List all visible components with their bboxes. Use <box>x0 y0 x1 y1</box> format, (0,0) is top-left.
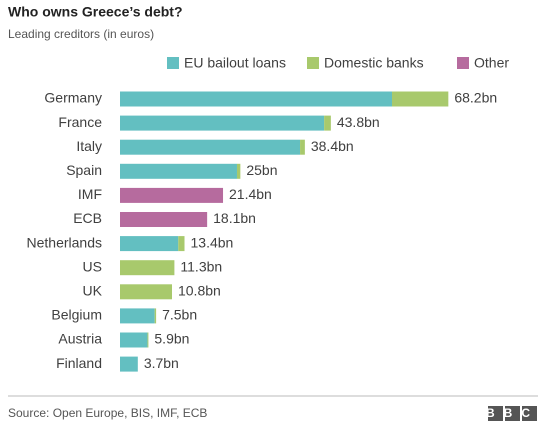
y-tick-label: US <box>83 258 102 274</box>
value-label: 5.9bn <box>154 331 189 347</box>
bar-segment <box>147 332 149 348</box>
bar-segment <box>120 308 155 324</box>
bar-segment <box>392 91 449 107</box>
bar-segment <box>120 260 175 276</box>
legend-swatch <box>307 57 319 69</box>
bar-segment <box>324 115 331 131</box>
y-tick-label: Finland <box>56 355 102 371</box>
bar-segment <box>120 187 224 203</box>
y-tick-label: Austria <box>58 331 102 347</box>
legend-swatch <box>167 57 179 69</box>
value-label: 25bn <box>246 162 277 178</box>
logo-block <box>505 406 520 421</box>
bar-segment <box>120 356 138 372</box>
bar-segment <box>120 115 325 131</box>
bar-segment <box>120 236 179 252</box>
y-tick-label: Belgium <box>51 307 102 323</box>
y-tick-label: UK <box>83 283 103 299</box>
logo-text: BBC <box>486 406 539 420</box>
bar-segment <box>120 284 172 300</box>
value-label: 10.8bn <box>178 283 221 299</box>
value-label: 68.2bn <box>454 90 497 106</box>
value-label: 38.4bn <box>311 138 354 154</box>
value-label: 43.8bn <box>337 114 380 130</box>
value-label: 3.7bn <box>144 355 179 371</box>
value-label: 21.4bn <box>229 186 272 202</box>
bar-segment <box>154 308 157 324</box>
bar-segment <box>120 139 301 155</box>
bar-segment <box>120 212 208 227</box>
legend-label: Other <box>474 55 509 71</box>
y-tick-label: Germany <box>44 90 102 106</box>
legend-label: EU bailout loans <box>184 55 286 71</box>
bar-segment <box>120 163 237 179</box>
value-label: 18.1bn <box>213 210 256 226</box>
y-tick-label: Spain <box>66 162 102 178</box>
chart-subtitle: Leading creditors (in euros) <box>8 27 154 41</box>
chart-title: Who owns Greece’s debt? <box>8 4 183 20</box>
y-tick-label: Italy <box>76 138 102 154</box>
bar-segment <box>178 236 185 252</box>
y-tick-label: Netherlands <box>27 234 103 250</box>
bar-segment <box>300 139 305 155</box>
source: Source: Open Europe, BIS, IMF, ECB <box>8 406 207 420</box>
legend-label: Domestic banks <box>324 55 424 71</box>
y-tick-label: France <box>58 114 102 130</box>
value-label: 13.4bn <box>191 234 234 250</box>
y-tick-label: ECB <box>73 210 102 226</box>
logo: BBC <box>486 406 539 421</box>
logo-block <box>522 406 537 421</box>
bar-segment <box>120 91 393 107</box>
value-label: 7.5bn <box>162 307 197 323</box>
y-tick-label: IMF <box>78 186 102 202</box>
value-label: 11.3bn <box>180 258 222 274</box>
bar-segment <box>120 332 148 348</box>
bar-segment <box>236 163 241 179</box>
logo-block <box>488 406 503 421</box>
legend-swatch <box>457 57 469 69</box>
